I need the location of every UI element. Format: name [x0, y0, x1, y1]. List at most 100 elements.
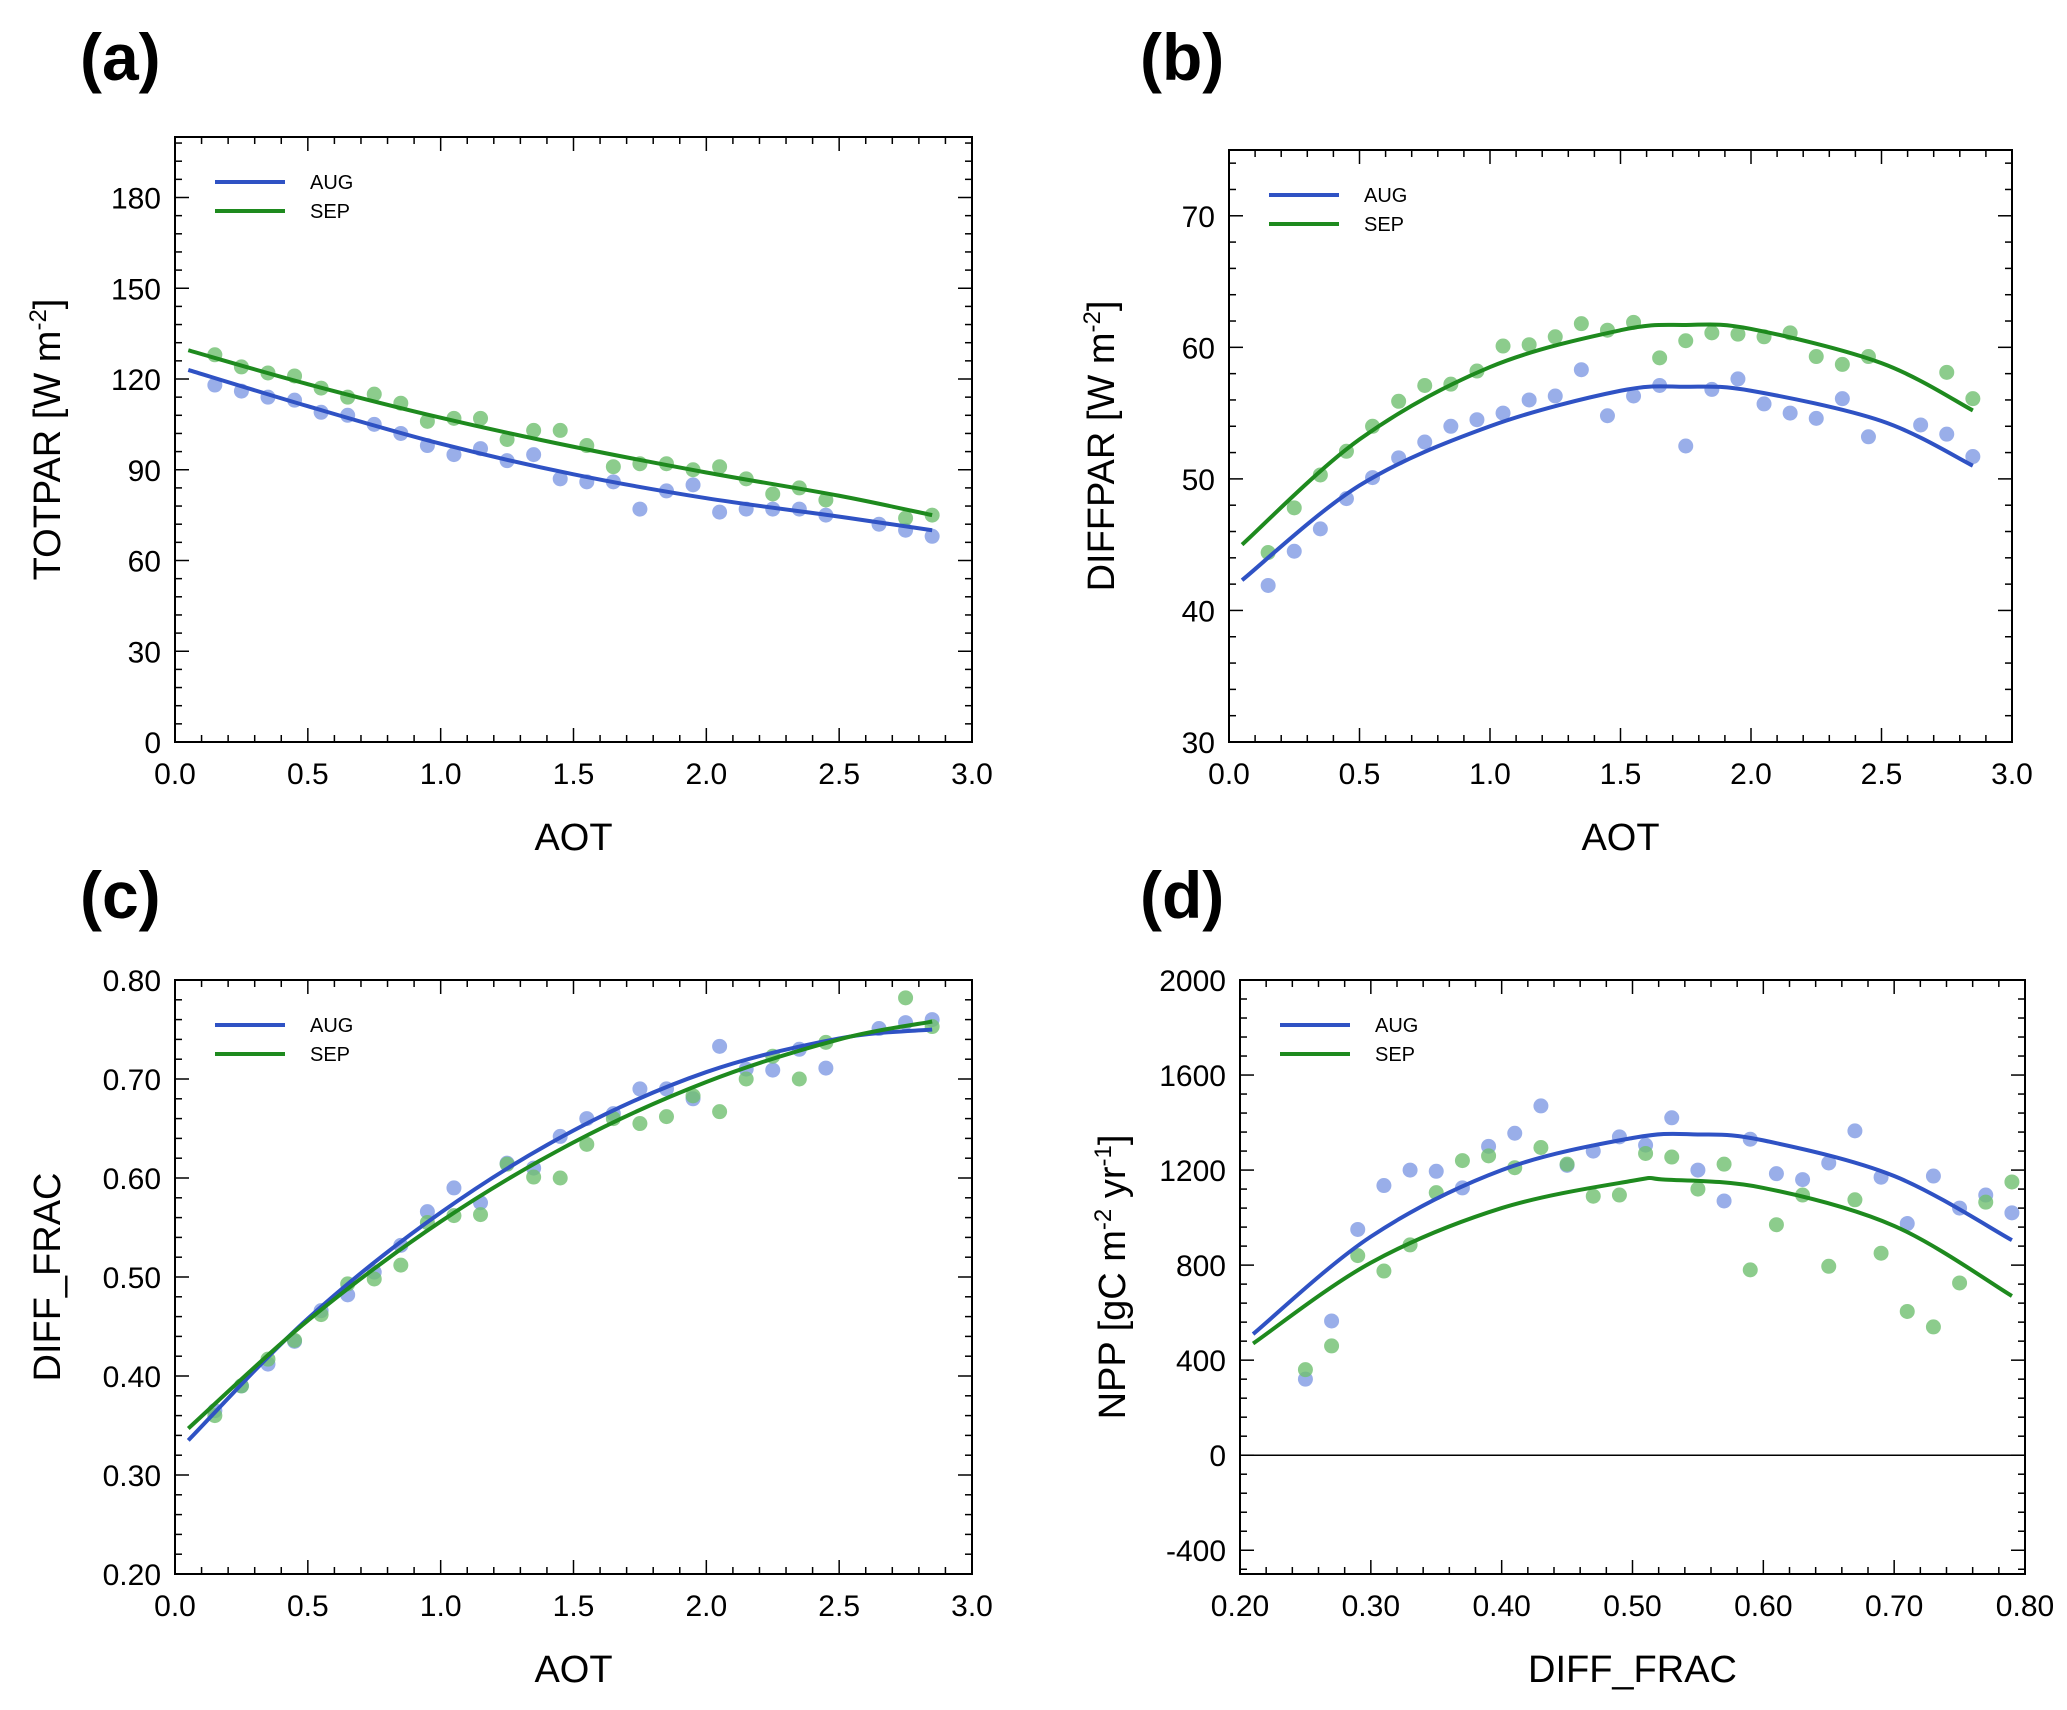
data-point-aug — [552, 471, 568, 487]
legend-label-aug: AUG — [310, 1015, 353, 1037]
data-point-aug — [1925, 1168, 1941, 1184]
y-axis-title-sup: -2 — [1079, 311, 1106, 332]
y-tick-label: -400 — [1166, 1535, 1226, 1568]
x-tick-label: 3.0 — [1991, 758, 2033, 791]
y-tick-label: 0 — [144, 727, 161, 760]
data-point-aug — [1704, 381, 1720, 397]
data-point-sep — [1939, 364, 1955, 380]
plot-frame — [1239, 979, 2026, 1575]
data-point-sep — [526, 422, 542, 438]
y-tick-label: 0.40 — [103, 1361, 161, 1394]
data-point-sep — [685, 1088, 701, 1104]
data-point-aug — [765, 1062, 781, 1078]
y-axis-title-end: ] — [1081, 301, 1123, 312]
y-tick-label: 30 — [1182, 727, 1215, 760]
data-point-sep — [1952, 1275, 1968, 1291]
data-point-sep — [1678, 333, 1694, 349]
y-axis-title-mid: yr — [1092, 1166, 1134, 1209]
data-point-sep — [1573, 316, 1589, 332]
y-tick-label: 90 — [128, 455, 161, 488]
y-axis-title-sup: -2 — [1090, 1209, 1117, 1230]
data-point-aug — [1507, 1125, 1523, 1141]
data-point-sep — [738, 1071, 754, 1087]
y-tick-label: 2000 — [1159, 965, 1226, 998]
y-axis-title: NPP [gC m-2 yr-1] — [1090, 1135, 1134, 1420]
data-point-aug — [526, 447, 542, 463]
data-point-sep — [1873, 1245, 1889, 1261]
data-point-aug — [1573, 362, 1589, 378]
data-point-aug — [632, 1081, 648, 1097]
panel-c: (c) 0.0 0.5 1.0 1.5 2.0 2.5 3.0 0.20 0.30 0.40 0.50… — [27, 858, 993, 1691]
data-point-sep — [1730, 326, 1746, 342]
data-point-aug — [924, 528, 940, 544]
x-tick-label: 0.30 — [1342, 1590, 1400, 1623]
data-point-aug — [1312, 521, 1328, 537]
data-point-sep — [1376, 1263, 1392, 1279]
x-tick-label: 2.5 — [818, 758, 860, 791]
legend-label-sep: SEP — [1375, 1044, 1415, 1066]
data-point-sep — [1716, 1156, 1732, 1172]
plot-area — [186, 990, 940, 1442]
y-axis-title-text: NPP [gC m — [1092, 1230, 1134, 1419]
y-tick-label: 40 — [1182, 595, 1215, 628]
data-point-aug — [1808, 410, 1824, 426]
y-axis-title: DIFF_FRAC — [27, 1173, 69, 1382]
x-axis-title: AOT — [1581, 817, 1659, 859]
data-point-sep — [552, 1170, 568, 1186]
data-point-sep — [1664, 1149, 1680, 1165]
x-tick-label: 2.0 — [685, 758, 727, 791]
panel-label: (d) — [1140, 858, 1224, 932]
data-point-sep — [898, 510, 914, 526]
y-axis-title-end: ] — [1092, 1135, 1134, 1146]
data-point-aug — [632, 501, 648, 517]
data-point-sep — [366, 386, 382, 402]
data-point-sep — [1742, 1262, 1758, 1278]
data-point-sep — [1925, 1319, 1941, 1335]
data-point-aug — [446, 1180, 462, 1196]
data-point-aug — [1821, 1155, 1837, 1171]
data-point-aug — [1533, 1098, 1549, 1114]
data-point-sep — [1821, 1258, 1837, 1274]
data-point-aug — [1495, 405, 1511, 421]
data-point-sep — [1978, 1194, 1994, 1210]
x-tick-label: 0.0 — [154, 758, 196, 791]
y-tick-label: 400 — [1176, 1345, 1226, 1378]
data-point-sep — [366, 1271, 382, 1287]
panel-b: (b) 0.0 0.5 1.0 1.5 2.0 2.5 3.0 30 40 50 60 70 AOT DIF… — [1079, 20, 2033, 859]
plot-area — [1251, 1098, 2020, 1387]
fit-curve-sep — [1251, 1175, 2013, 1346]
panel-label: (b) — [1140, 20, 1224, 94]
y-tick-label: 0.80 — [103, 965, 161, 998]
fit-curve-aug — [1251, 1131, 2013, 1336]
data-point-aug — [1899, 1216, 1915, 1232]
fit-curve-aug — [186, 1027, 933, 1442]
y-tick-label: 50 — [1182, 464, 1215, 497]
panel-label: (c) — [80, 858, 161, 932]
x-tick-label: 2.5 — [818, 1590, 860, 1623]
y-tick-label: 60 — [1182, 332, 1215, 365]
data-point-sep — [1638, 1145, 1654, 1161]
data-point-sep — [1297, 1362, 1313, 1378]
data-point-sep — [1847, 1192, 1863, 1208]
data-point-sep — [1286, 500, 1302, 516]
series-sep-points — [1260, 314, 1981, 561]
x-tick-label: 0.5 — [287, 1590, 329, 1623]
data-point-sep — [499, 432, 515, 447]
data-point-sep — [712, 459, 728, 475]
data-point-sep — [1454, 1153, 1470, 1169]
data-point-sep — [526, 1169, 542, 1185]
data-point-aug — [1965, 449, 1981, 465]
x-tick-label: 1.0 — [1469, 758, 1511, 791]
x-tick-label: 0.80 — [1996, 1590, 2054, 1623]
data-point-aug — [1664, 1110, 1680, 1126]
data-point-aug — [1443, 418, 1459, 434]
y-tick-label: 70 — [1182, 201, 1215, 234]
data-point-sep — [207, 1408, 223, 1424]
y-axis-title-sup2: -1 — [1090, 1145, 1117, 1166]
data-point-sep — [552, 422, 568, 438]
panel-label: (a) — [80, 20, 161, 94]
legend-label-sep: SEP — [310, 1044, 350, 1066]
y-axis-title-text: TOTPAR [W m — [27, 331, 69, 581]
data-point-sep — [658, 1109, 674, 1125]
data-point-sep — [791, 1071, 807, 1087]
